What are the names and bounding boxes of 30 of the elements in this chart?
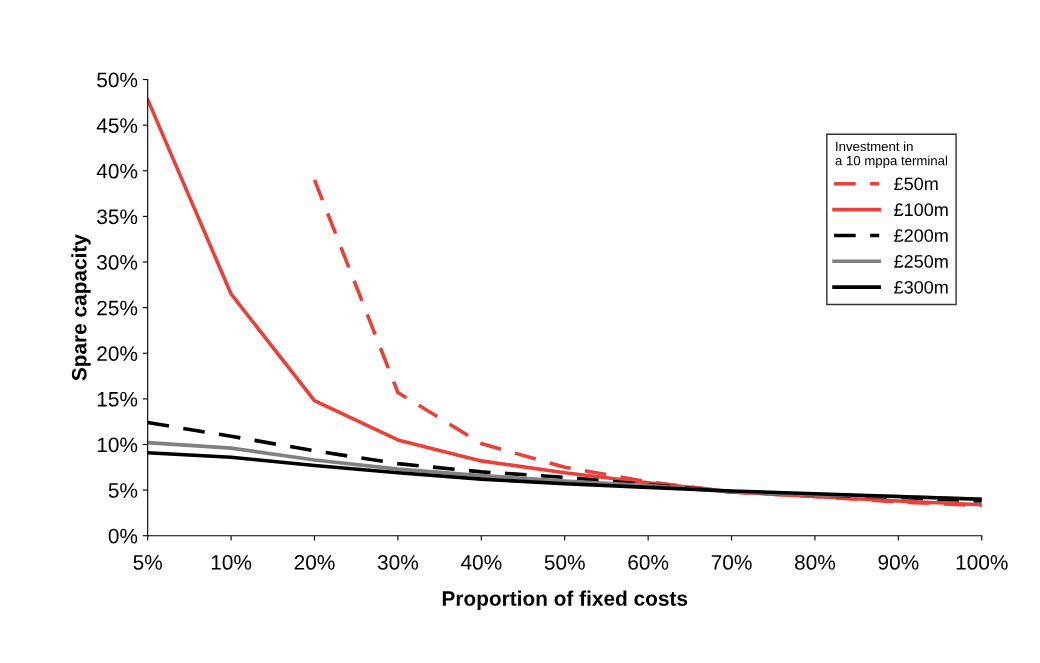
y-tick-label: 15% [97, 391, 138, 407]
y-tick-label: 30% [97, 255, 138, 270]
x-tick-label: 40% [460, 555, 502, 570]
x-axis-title: Proportion of fixed costs [442, 590, 688, 610]
y-tick-label: 20% [97, 346, 138, 361]
y-tick-label: 0% [108, 528, 138, 544]
y-tick-label: 35% [97, 209, 138, 225]
x-tick-label: 100% [956, 555, 1008, 570]
legend-label: £100m [894, 203, 948, 217]
legend-label: £250m [894, 255, 948, 268]
y-tick-label: 10% [97, 437, 138, 453]
x-tick-label: 5% [133, 555, 162, 570]
x-tick-label: 30% [377, 555, 419, 570]
x-tick-label: 60% [628, 555, 669, 570]
y-tick-label: 5% [108, 483, 138, 498]
x-tick-label: 90% [878, 555, 919, 570]
y-axis-title: Spare capacity [71, 234, 91, 381]
y-tick-label: 45% [96, 118, 138, 133]
legend-label: £50m [894, 177, 938, 191]
legend-title: Investment in a 10 mppa terminal [835, 141, 948, 168]
y-tick-label: 50% [97, 72, 138, 88]
y-tick-label: 25% [97, 300, 138, 316]
legend-label: £300m [894, 280, 948, 294]
x-tick-label: 80% [795, 555, 836, 570]
x-tick-label: 20% [294, 555, 335, 570]
x-tick-label: 70% [711, 555, 752, 570]
x-tick-label: 50% [544, 555, 585, 570]
x-tick-label: 10% [211, 555, 252, 570]
y-tick-label: 40% [96, 163, 138, 179]
legend-label: £200m [894, 229, 948, 242]
